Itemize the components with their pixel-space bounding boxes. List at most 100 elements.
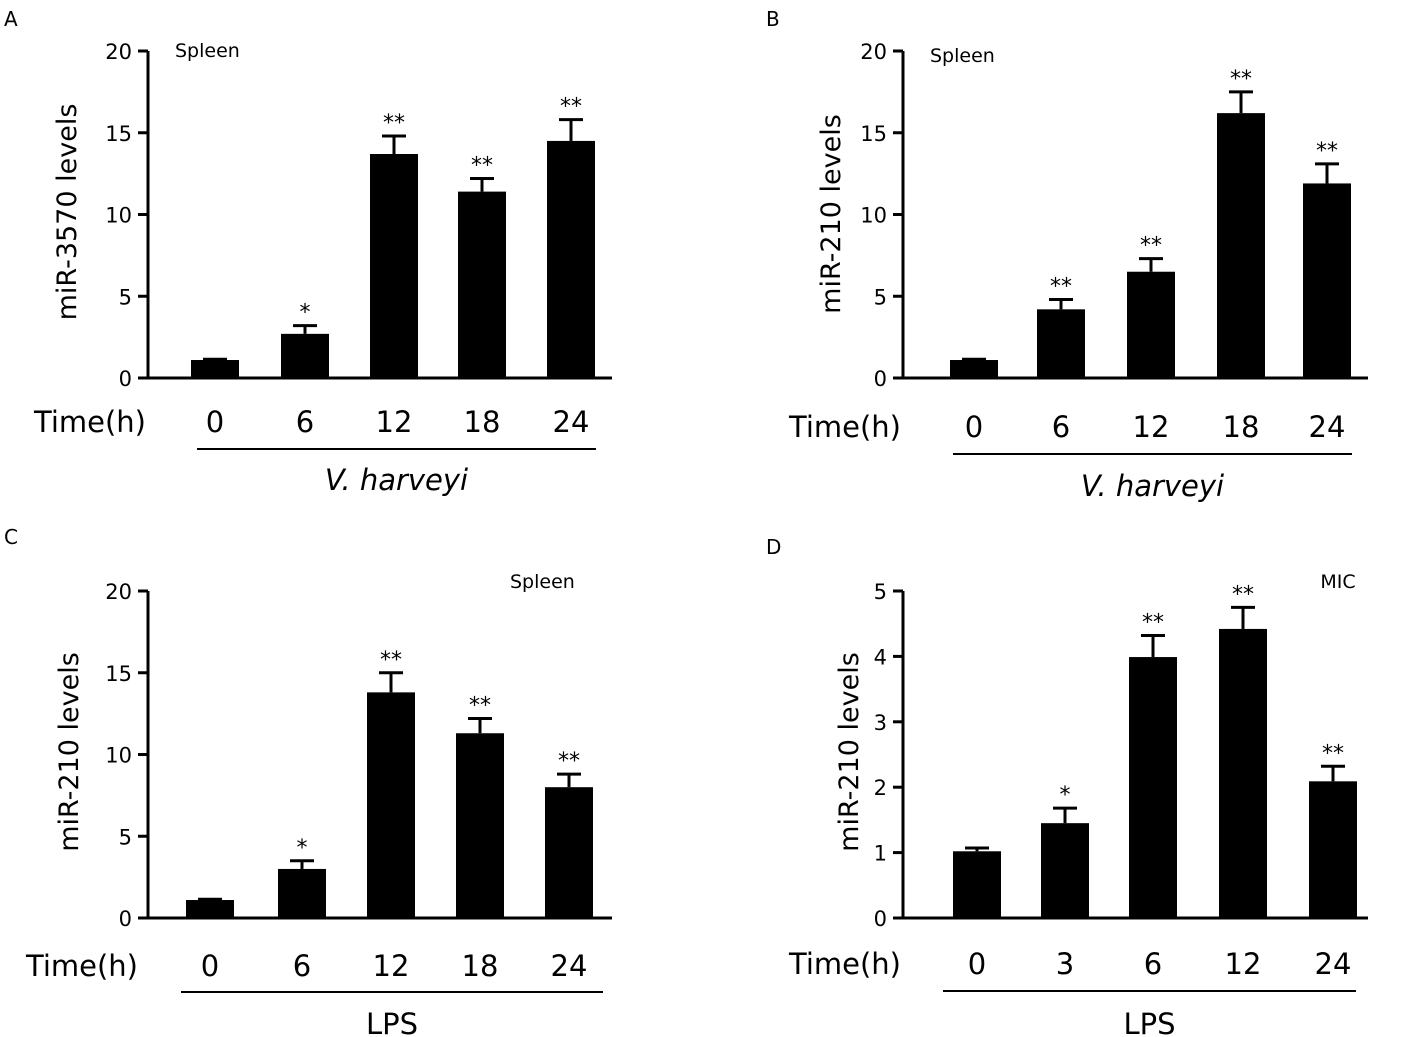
y-tick-label: 5: [119, 285, 132, 309]
y-tick-label: 5: [119, 825, 132, 849]
x-tick-label: 12: [1225, 947, 1262, 981]
bar: [1041, 823, 1089, 918]
bar: [367, 692, 415, 918]
bar: [953, 851, 1001, 918]
bar: [545, 787, 593, 918]
time-label: Time(h): [25, 949, 138, 983]
y-tick-label: 4: [874, 645, 887, 669]
y-tick-label: 0: [119, 367, 132, 391]
panel-letter: C: [4, 525, 18, 549]
significance-label: *: [297, 836, 308, 861]
significance-label: **: [1142, 610, 1164, 635]
bar: [191, 360, 239, 378]
x-tick-label: 24: [551, 949, 588, 983]
y-tick-label: 20: [105, 580, 132, 604]
x-tick-label: 18: [462, 949, 499, 983]
significance-label: **: [558, 749, 580, 774]
x-tick-label: 6: [1052, 410, 1070, 444]
bar: [186, 900, 234, 918]
significance-label: *: [1060, 783, 1071, 808]
bar: [950, 360, 998, 378]
x-tick-label: 18: [464, 405, 501, 439]
significance-label: **: [383, 111, 405, 136]
panel-b: B 0 5 10 15 20 miR-210 levels Spleen 0 ** 6 ** 12 ** 1…: [766, 7, 1368, 503]
x-tick-label: 12: [373, 949, 410, 983]
x-tick-label: 18: [1223, 410, 1260, 444]
bar: [458, 191, 506, 378]
significance-label: **: [1050, 275, 1072, 300]
bar: [1127, 271, 1175, 378]
significance-label: **: [560, 95, 582, 120]
treatment-label: LPS: [1123, 1007, 1175, 1037]
y-tick-label: 10: [105, 204, 132, 228]
y-tick-label: 15: [105, 662, 132, 686]
y-tick-label: 5: [874, 285, 887, 309]
x-tick-label: 12: [1133, 410, 1170, 444]
bar: [370, 154, 418, 378]
significance-label: **: [380, 648, 402, 673]
bar: [547, 140, 595, 378]
significance-label: **: [1316, 139, 1338, 164]
x-tick-label: 24: [1309, 410, 1346, 444]
y-tick-label: 0: [874, 367, 887, 391]
x-tick-label: 24: [1315, 947, 1352, 981]
x-tick-label: 6: [1144, 947, 1162, 981]
significance-label: **: [471, 154, 493, 179]
y-tick-label: 20: [105, 40, 132, 64]
y-tick-label: 15: [860, 122, 887, 146]
y-tick-label: 2: [874, 776, 887, 800]
significance-label: *: [300, 301, 311, 326]
y-axis-title: miR-3570 levels: [52, 104, 83, 321]
y-axis-title: miR-210 levels: [834, 652, 865, 852]
y-tick-label: 10: [860, 204, 887, 228]
time-label: Time(h): [788, 947, 901, 981]
x-tick-label: 12: [376, 405, 413, 439]
bar: [281, 333, 329, 378]
treatment-label: V. harveyi: [325, 463, 468, 497]
panel-letter: A: [4, 7, 18, 31]
y-tick-label: 3: [874, 711, 887, 735]
x-tick-label: 6: [293, 949, 311, 983]
tissue-annotation: Spleen: [510, 571, 575, 593]
x-tick-label: 24: [553, 405, 590, 439]
time-label: Time(h): [33, 405, 146, 439]
y-tick-label: 0: [874, 907, 887, 931]
x-tick-label: 3: [1056, 947, 1074, 981]
x-tick-label: 0: [206, 405, 224, 439]
treatment-label: V. harveyi: [1081, 469, 1224, 503]
y-tick-label: 15: [105, 122, 132, 146]
significance-label: **: [1230, 67, 1252, 92]
bar: [278, 868, 326, 918]
significance-label: **: [469, 694, 491, 719]
bar: [1037, 309, 1085, 378]
y-tick-label: 20: [860, 40, 887, 64]
y-axis-title: miR-210 levels: [816, 114, 847, 314]
y-tick-label: 1: [874, 842, 887, 866]
panel-letter: B: [766, 7, 780, 31]
significance-label: **: [1322, 741, 1344, 766]
bar: [1129, 657, 1177, 918]
bar: [1217, 113, 1265, 378]
x-tick-label: 0: [201, 949, 219, 983]
panel-a: A 0 5 10 15 20 miR-3570 levels Spleen 0 * 6 ** 12 ** 1…: [4, 7, 612, 497]
treatment-label: LPS: [366, 1007, 418, 1037]
bar: [456, 733, 504, 918]
panel-letter: D: [766, 535, 781, 559]
tissue-annotation: MIC: [1320, 571, 1355, 593]
bar: [1219, 628, 1267, 918]
y-tick-label: 0: [119, 907, 132, 931]
significance-label: **: [1140, 234, 1162, 259]
x-tick-label: 0: [968, 947, 986, 981]
y-tick-label: 5: [874, 580, 887, 604]
y-axis-title: miR-210 levels: [54, 652, 85, 852]
tissue-annotation: Spleen: [175, 40, 240, 62]
bar: [1309, 781, 1357, 918]
panel-c: C 0 5 10 15 20 miR-210 levels Spleen 0 * 6 ** 12 ** 18…: [4, 525, 612, 1037]
time-label: Time(h): [788, 410, 901, 444]
y-tick-label: 10: [105, 744, 132, 768]
bar: [1303, 183, 1351, 378]
x-tick-label: 0: [965, 410, 983, 444]
tissue-annotation: Spleen: [930, 45, 995, 67]
